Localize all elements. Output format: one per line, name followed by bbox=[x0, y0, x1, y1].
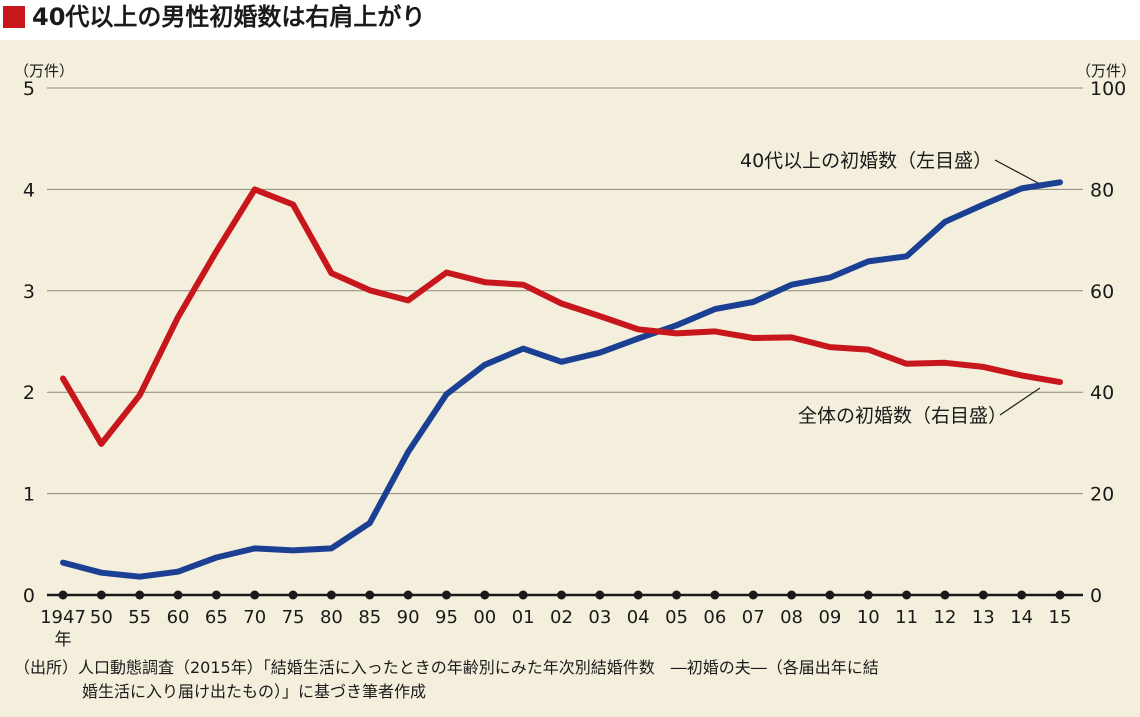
x-tick-dot bbox=[365, 590, 375, 600]
title-bar: 40代以上の男性初婚数は右肩上がり bbox=[0, 0, 1140, 40]
x-tick-dot bbox=[326, 590, 336, 600]
right-axis-unit: （万件） bbox=[1076, 62, 1136, 80]
source-line-1: （出所）人口動態調査（2015年）「結婚生活に入ったときの年齢別にみた年次別結婚… bbox=[14, 658, 879, 677]
x-tick-label: 75 bbox=[282, 607, 305, 628]
x-tick-label: 95 bbox=[435, 607, 458, 628]
x-tick-dot bbox=[940, 590, 950, 600]
x-tick-label: 06 bbox=[703, 607, 726, 628]
x-tick-dot bbox=[58, 590, 68, 600]
x-tick-label: 09 bbox=[818, 607, 841, 628]
x-tick-dot bbox=[902, 590, 912, 600]
title-marker bbox=[3, 6, 25, 28]
right-tick-label: 40 bbox=[1090, 382, 1114, 404]
x-tick-label: 05 bbox=[665, 607, 688, 628]
x-tick-dot bbox=[288, 590, 298, 600]
x-tick-dot bbox=[135, 590, 145, 600]
series-line-40s-plus bbox=[60, 179, 1063, 580]
x-tick-dot bbox=[748, 590, 758, 600]
chart-title: 40代以上の男性初婚数は右肩上がり bbox=[32, 3, 426, 31]
series-label-leader bbox=[999, 387, 1041, 416]
series-label-total: 全体の初婚数（右目盛） bbox=[798, 405, 1007, 427]
left-tick-label: 3 bbox=[23, 281, 35, 303]
right-tick-label: 0 bbox=[1090, 585, 1102, 607]
x-tick-dot bbox=[672, 590, 682, 600]
series-label-40s-plus: 40代以上の初婚数（左目盛） bbox=[740, 150, 992, 172]
left-tick-label: 2 bbox=[23, 382, 35, 404]
x-tick-dot bbox=[211, 590, 221, 600]
x-tick-label: 50 bbox=[90, 607, 113, 628]
source-line-2: 婚生活に入り届け出たもの）」に基づき筆者作成 bbox=[82, 682, 427, 701]
x-tick-label: 12 bbox=[934, 607, 957, 628]
x-tick-dot bbox=[633, 590, 643, 600]
x-tick-label: 10 bbox=[857, 607, 880, 628]
x-tick-label: 13 bbox=[972, 607, 995, 628]
left-tick-label: 4 bbox=[23, 179, 35, 201]
x-tick-dot bbox=[787, 590, 797, 600]
x-tick-label: 11 bbox=[895, 607, 918, 628]
left-tick-label: 1 bbox=[23, 484, 35, 506]
x-tick-dot bbox=[96, 590, 106, 600]
x-tick-label: 1947 bbox=[40, 607, 86, 628]
right-tick-label: 60 bbox=[1090, 281, 1114, 303]
x-tick-dot bbox=[518, 590, 528, 600]
right-tick-label: 20 bbox=[1090, 484, 1114, 506]
x-tick-dot bbox=[595, 590, 605, 600]
x-tick-dot bbox=[557, 590, 566, 600]
left-tick-label: 0 bbox=[23, 585, 35, 607]
x-tick-dot bbox=[480, 590, 490, 600]
x-tick-dot bbox=[1055, 590, 1065, 600]
x-tick-label: 07 bbox=[742, 607, 765, 628]
x-tick-dot bbox=[710, 590, 720, 600]
x-tick-dot bbox=[441, 590, 451, 600]
x-tick-label: 80 bbox=[320, 607, 343, 628]
source-note: （出所）人口動態調査（2015年）「結婚生活に入ったときの年齢別にみた年次別結婚… bbox=[14, 656, 1134, 704]
x-tick-label: 02 bbox=[550, 607, 573, 628]
x-tick-label: 55 bbox=[128, 607, 151, 628]
x-tick-dot bbox=[978, 590, 988, 600]
right-tick-label: 80 bbox=[1090, 179, 1114, 201]
x-tick-label: 65 bbox=[205, 607, 228, 628]
x-tick-dot bbox=[863, 590, 873, 600]
x-tick-label: 01 bbox=[512, 607, 535, 628]
series-label-leader bbox=[994, 159, 1039, 184]
left-axis-unit: （万件） bbox=[14, 62, 74, 80]
x-tick-dot bbox=[403, 590, 413, 600]
x-tick-label: 60 bbox=[167, 607, 190, 628]
x-tick-label: 85 bbox=[358, 607, 381, 628]
x-tick-label: 14 bbox=[1010, 607, 1033, 628]
x-axis-year-suffix: 年 bbox=[55, 630, 72, 650]
x-tick-dot bbox=[1017, 590, 1027, 600]
x-tick-dot bbox=[250, 590, 260, 600]
left-tick-label: 5 bbox=[23, 78, 35, 100]
x-tick-label: 00 bbox=[473, 607, 496, 628]
x-tick-label: 70 bbox=[243, 607, 266, 628]
x-tick-dot bbox=[825, 590, 835, 600]
right-tick-label: 100 bbox=[1090, 78, 1126, 100]
x-tick-label: 03 bbox=[588, 607, 611, 628]
series-line-total bbox=[60, 186, 1063, 447]
x-tick-label: 04 bbox=[627, 607, 650, 628]
x-tick-label: 15 bbox=[1049, 607, 1072, 628]
x-tick-label: 90 bbox=[397, 607, 420, 628]
x-tick-label: 08 bbox=[780, 607, 803, 628]
x-tick-dot bbox=[173, 590, 183, 600]
